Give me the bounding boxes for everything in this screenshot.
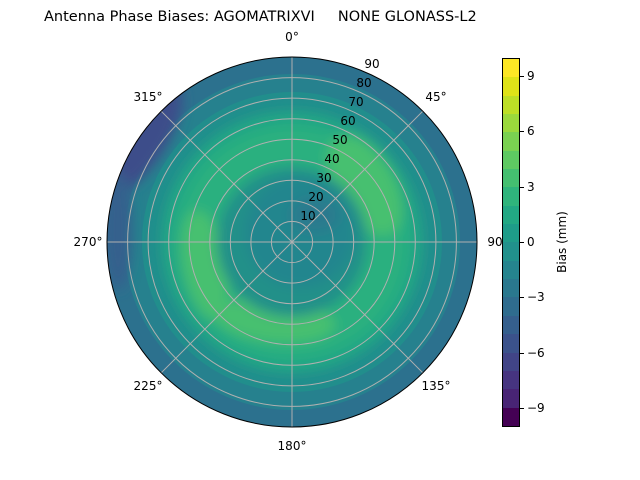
colorbar-tick-label: 0 <box>527 235 535 249</box>
colorbar-tick-label: 6 <box>527 124 535 138</box>
angular-grid <box>107 57 477 427</box>
colorbar-tick <box>520 297 524 298</box>
radial-label-70: 70 <box>348 95 364 109</box>
radial-label-60: 60 <box>340 114 356 128</box>
radial-label-50: 50 <box>332 133 348 147</box>
angle-label-45: 45° <box>425 90 447 104</box>
colorbar-tick-label: −6 <box>527 346 545 360</box>
angle-label-180: 180° <box>277 439 307 453</box>
colorbar-tick <box>520 131 524 132</box>
colorbar-tick <box>520 187 524 188</box>
radial-label-10: 10 <box>300 209 316 223</box>
radial-label-30: 30 <box>316 171 332 185</box>
colorbar-tick-label: 9 <box>527 69 535 83</box>
radial-label-90: 90 <box>364 57 380 71</box>
radial-label-40: 40 <box>324 152 340 166</box>
angle-label-270: 270° <box>73 235 103 249</box>
colorbar-tick <box>520 353 524 354</box>
chart-title: Antenna Phase Biases: AGOMATRIXVI NONE G… <box>44 9 477 25</box>
angle-label-135: 135° <box>421 379 451 393</box>
colorbar-tick <box>520 408 524 409</box>
colorbar-tick <box>520 242 524 243</box>
radial-label-20: 20 <box>308 190 324 204</box>
colorbar-tick-label: −9 <box>527 401 545 415</box>
colorbar-tick-label: 3 <box>527 180 535 194</box>
angle-label-0: 0° <box>285 30 299 44</box>
angle-label-315: 315° <box>133 90 163 104</box>
radial-label-80: 80 <box>356 76 372 90</box>
colorbar-title: Bias (mm) <box>555 211 569 273</box>
colorbar <box>502 58 520 427</box>
colorbar-tick <box>520 76 524 77</box>
angle-label-225: 225° <box>133 379 163 393</box>
colorbar-tick-label: −3 <box>527 290 545 304</box>
polar-frame <box>106 56 478 428</box>
